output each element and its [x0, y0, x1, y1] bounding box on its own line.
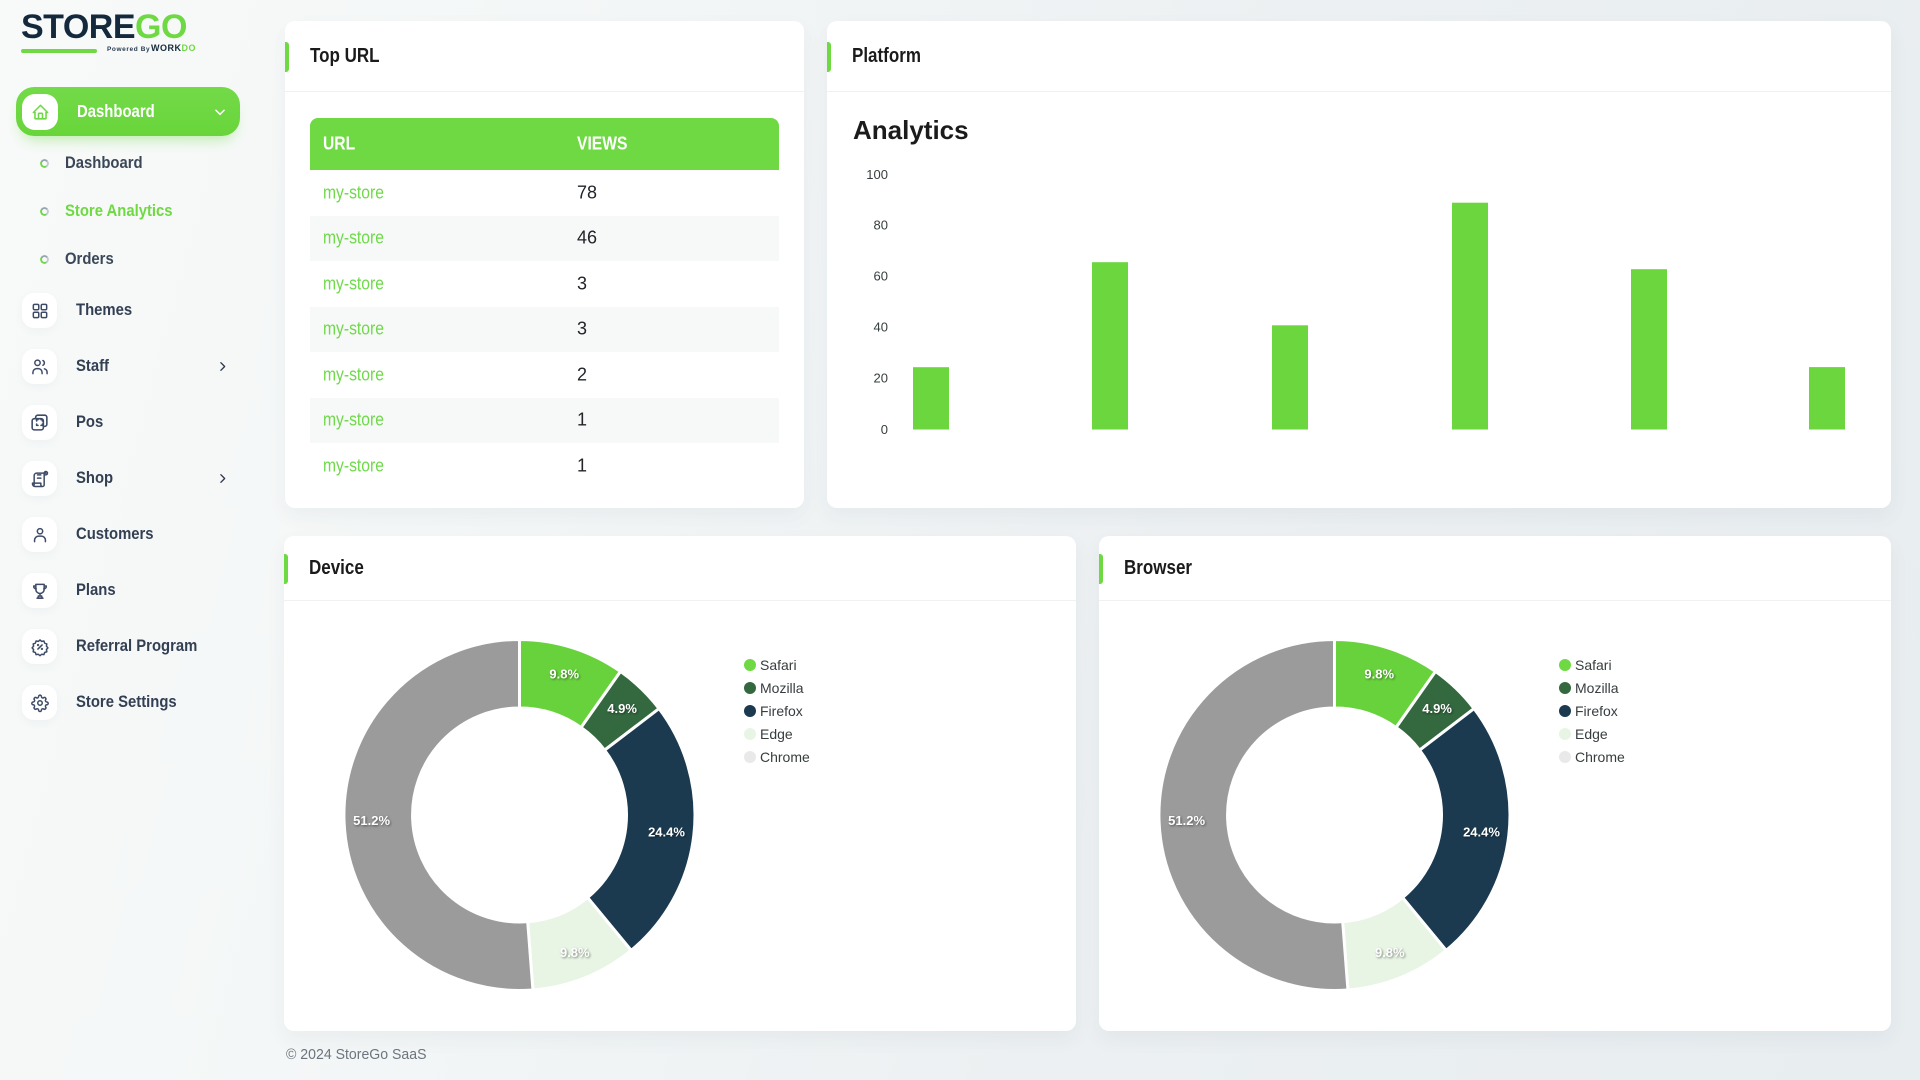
svg-text:20: 20	[874, 371, 888, 386]
svg-text:51.2%: 51.2%	[353, 813, 390, 828]
svg-text:24.4%: 24.4%	[648, 825, 685, 840]
svg-text:100: 100	[866, 167, 888, 182]
svg-text:9.8%: 9.8%	[1375, 945, 1405, 960]
svg-text:24.4%: 24.4%	[1463, 825, 1500, 840]
svg-text:9.8%: 9.8%	[560, 945, 590, 960]
svg-text:40: 40	[874, 320, 888, 335]
svg-text:0: 0	[881, 422, 888, 437]
svg-text:4.9%: 4.9%	[607, 701, 637, 716]
svg-text:60: 60	[874, 269, 888, 284]
svg-text:9.8%: 9.8%	[549, 666, 579, 681]
svg-text:51.2%: 51.2%	[1168, 813, 1205, 828]
svg-text:9.8%: 9.8%	[1364, 666, 1394, 681]
svg-text:4.9%: 4.9%	[1422, 701, 1452, 716]
svg-text:80: 80	[874, 218, 888, 233]
